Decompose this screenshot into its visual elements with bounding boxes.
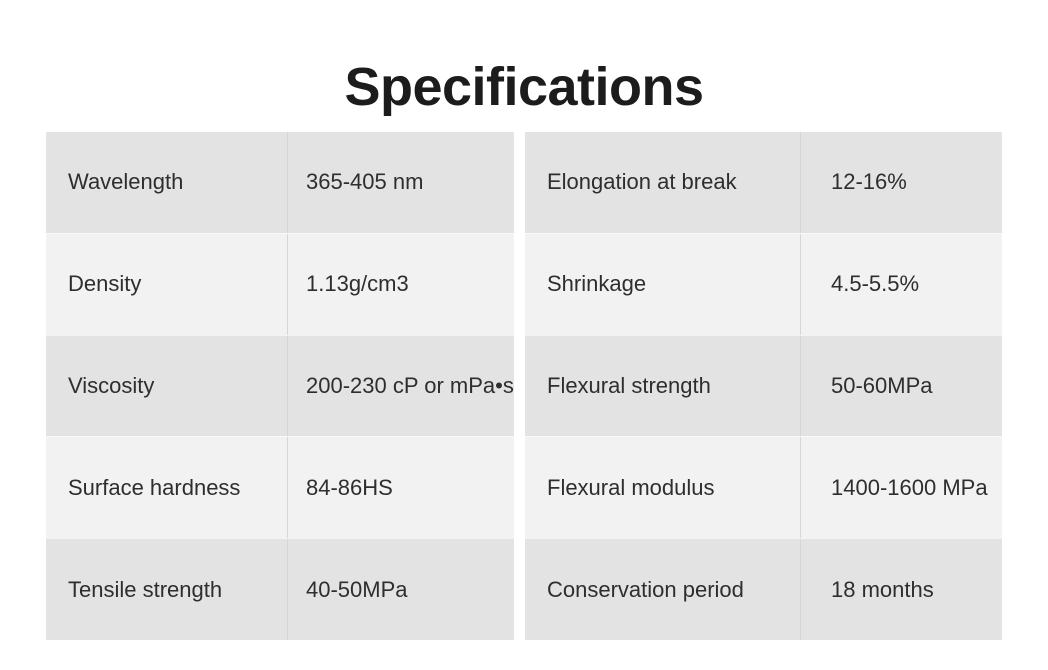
table-row: Conservation period 18 months [525,538,1002,640]
table-row: Density 1.13g/cm3 [46,232,514,335]
spec-label: Density [68,271,142,297]
spec-value: 40-50MPa [287,539,514,640]
spec-table-right: Elongation at break 12-16% Shrinkage 4.5… [525,132,1002,640]
spec-value: 50-60MPa [800,335,1002,437]
table-row: Flexural strength 50-60MPa [525,334,1002,437]
spec-label: Surface hardness [68,474,241,500]
spec-label: Flexural strength [547,372,711,398]
table-row: Flexural modulus 1400-1600 MPa [525,436,1002,539]
spec-value: 365-405 nm [287,132,514,233]
table-row: Wavelength 365-405 nm [46,132,514,233]
page-title: Specifications [344,57,704,118]
table-row: Shrinkage 4.5-5.5% [525,232,1002,335]
spec-value: 1400-1600 MPa [800,437,1002,539]
spec-table-left: Wavelength 365-405 nm Density 1.13g/cm3 … [46,132,514,640]
spec-value: 4.5-5.5% [800,233,1002,335]
table-row: Viscosity 200-230 cP or mPa•s [46,334,514,437]
spec-label: Conservation period [547,576,744,602]
spec-label: Shrinkage [547,271,647,297]
table-row: Elongation at break 12-16% [525,132,1002,233]
spec-value: 84-86HS [287,437,514,539]
spec-label: Wavelength [68,169,184,195]
table-row: Surface hardness 84-86HS [46,436,514,539]
spec-label: Flexural modulus [547,474,715,500]
spec-label: Viscosity [68,372,155,398]
spec-value: 200-230 cP or mPa•s [287,335,514,437]
spec-tables: Wavelength 365-405 nm Density 1.13g/cm3 … [46,132,1002,640]
spec-label: Tensile strength [68,576,223,602]
spec-label: Elongation at break [547,169,737,195]
spec-value: 1.13g/cm3 [287,233,514,335]
table-row: Tensile strength 40-50MPa [46,538,514,640]
spec-value: 18 months [800,539,1002,640]
spec-value: 12-16% [800,132,1002,233]
